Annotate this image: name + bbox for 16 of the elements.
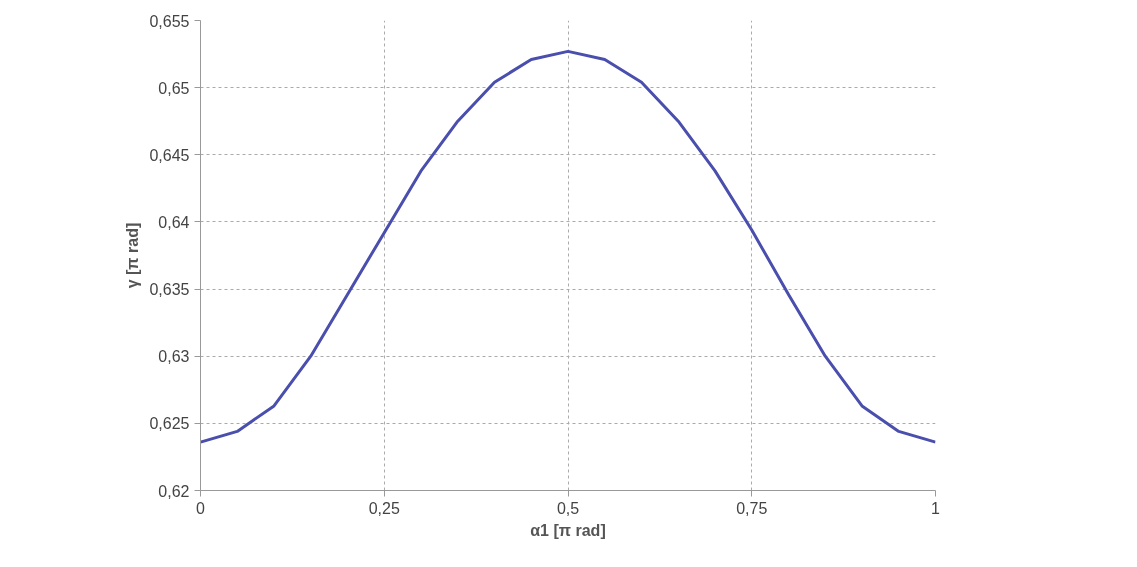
x-tick-label: 0,5 bbox=[556, 499, 580, 517]
x-tick-label: 0,75 bbox=[736, 499, 768, 517]
y-tick-label: 0,62 bbox=[158, 482, 190, 500]
y-tick-label: 0,625 bbox=[149, 415, 190, 433]
x-tick-label: 1 bbox=[931, 499, 941, 517]
y-tick-label: 0,63 bbox=[158, 348, 190, 366]
y-tick-label: 0,645 bbox=[149, 146, 190, 164]
x-axis-title: α1 [π rad] bbox=[530, 521, 606, 539]
y-tick-label: 0,635 bbox=[149, 281, 190, 299]
x-tick-label: 0 bbox=[196, 499, 206, 517]
y-axis-title: γ [π rad] bbox=[124, 222, 142, 289]
y-tick-label: 0,655 bbox=[149, 12, 190, 30]
line-series bbox=[200, 49, 936, 444]
x-tick-label: 0,25 bbox=[368, 499, 400, 517]
y-tick-label: 0,64 bbox=[158, 213, 190, 231]
y-tick-label: 0,65 bbox=[158, 79, 190, 97]
